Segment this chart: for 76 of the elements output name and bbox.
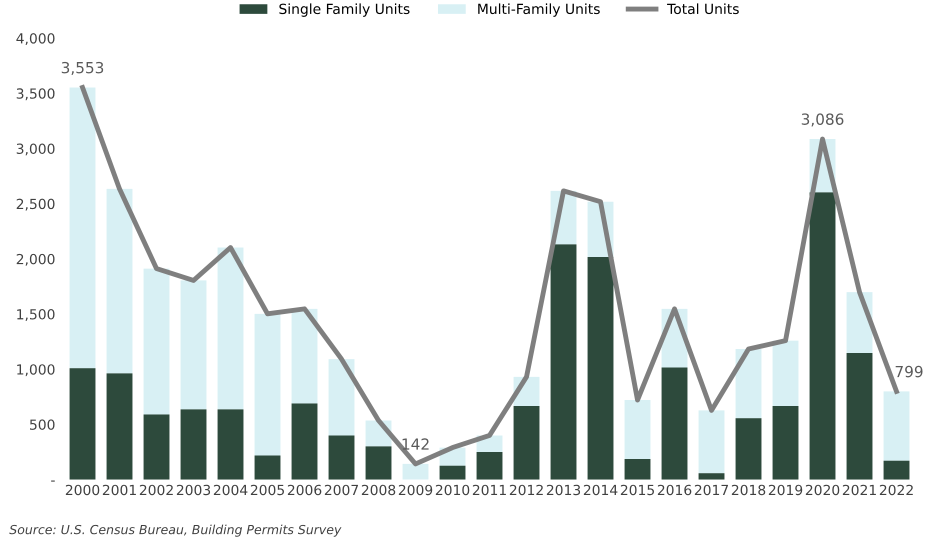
bar xyxy=(106,373,132,480)
bar xyxy=(884,460,910,480)
bar xyxy=(106,188,132,374)
bar xyxy=(476,452,502,480)
bar xyxy=(366,446,392,480)
source-note: Source: U.S. Census Bureau, Building Permits Survey xyxy=(9,524,342,537)
bar xyxy=(292,308,318,404)
x-tick-label: 2008 xyxy=(362,484,396,496)
legend-label: Total Units xyxy=(667,3,739,14)
data-label: 3,086 xyxy=(802,113,844,127)
y-tick-label: 3,000 xyxy=(16,143,55,156)
bar xyxy=(70,87,96,368)
bar xyxy=(588,257,614,480)
x-tick-label: 2000 xyxy=(66,484,100,496)
bar xyxy=(624,400,650,459)
x-tick-label: 2022 xyxy=(880,484,913,496)
y-tick-label: 2,000 xyxy=(16,254,55,266)
bar xyxy=(292,403,318,480)
data-label: 3,553 xyxy=(62,62,104,75)
x-tick-label: 2013 xyxy=(546,484,580,496)
bar xyxy=(736,349,762,418)
x-tick-label: 2018 xyxy=(732,484,766,496)
x-tick-label: 2021 xyxy=(842,484,876,496)
x-tick-label: 2001 xyxy=(102,484,136,496)
bar xyxy=(254,456,280,480)
x-tick-label: 2002 xyxy=(140,484,173,496)
bar xyxy=(328,435,354,480)
bar xyxy=(846,353,872,480)
x-tick-label: 2010 xyxy=(436,484,470,496)
x-tick-label: 2005 xyxy=(250,484,284,496)
bar xyxy=(810,192,836,480)
y-tick-label: 500 xyxy=(30,419,55,430)
x-tick-label: 2015 xyxy=(620,484,654,496)
bar xyxy=(662,367,688,480)
x-tick-label: 2012 xyxy=(510,484,543,496)
x-tick-label: 2014 xyxy=(584,484,618,496)
y-tick-label: 4,000 xyxy=(16,33,55,46)
bar xyxy=(180,409,206,480)
bar xyxy=(70,368,96,480)
x-tick-label: 2020 xyxy=(806,484,840,496)
bar xyxy=(144,268,170,414)
legend-label: Multi-Family Units xyxy=(478,3,600,17)
bar xyxy=(624,458,650,480)
x-tick-label: 2016 xyxy=(658,484,692,496)
x-tick-label: 2003 xyxy=(176,484,210,496)
data-label: 142 xyxy=(402,438,429,450)
bar xyxy=(550,244,576,480)
x-tick-label: 2006 xyxy=(288,484,322,496)
x-tick-label: 2004 xyxy=(214,484,248,496)
x-tick-label: 2007 xyxy=(324,484,358,496)
x-tick-label: 2011 xyxy=(472,484,506,496)
bar xyxy=(402,464,428,480)
y-tick-label: 1,000 xyxy=(17,364,55,376)
bar xyxy=(218,409,244,480)
y-tick-label: 3,500 xyxy=(16,88,55,100)
bar xyxy=(144,414,170,480)
data-label: 799 xyxy=(896,366,923,378)
x-tick-label: 2009 xyxy=(398,484,432,496)
y-tick-label: - xyxy=(51,480,55,482)
bar xyxy=(884,391,910,461)
bar xyxy=(440,466,466,480)
bar xyxy=(772,340,798,406)
bar xyxy=(736,418,762,480)
bar xyxy=(514,406,540,480)
bar xyxy=(698,473,724,480)
bar xyxy=(328,359,354,436)
y-tick-label: 2,500 xyxy=(16,198,55,211)
x-tick-label: 2017 xyxy=(694,484,728,496)
bar xyxy=(772,406,798,480)
x-tick-label: 2019 xyxy=(768,484,802,496)
y-tick-label: 1,500 xyxy=(17,309,55,321)
bar xyxy=(254,314,280,456)
bar xyxy=(218,248,244,410)
bar xyxy=(698,410,724,474)
legend-label: Single Family Units xyxy=(279,3,410,17)
bar xyxy=(180,280,206,410)
